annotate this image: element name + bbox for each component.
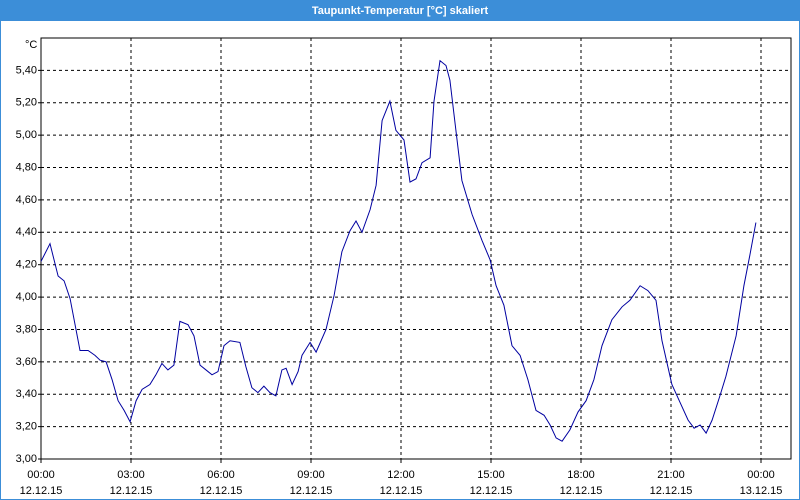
- y-tick-label: 5,00: [16, 129, 37, 141]
- y-tick-label: 4,80: [16, 161, 37, 173]
- y-tick-label: 4,40: [16, 226, 37, 238]
- x-tick-date: 12.12.15: [20, 485, 63, 497]
- x-tick-label: 12:00: [387, 469, 415, 481]
- x-tick-label: 15:00: [477, 469, 505, 481]
- y-tick-label: 3,20: [16, 421, 37, 433]
- y-tick-label: 3,00: [16, 453, 37, 465]
- x-tick-date: 13.12.15: [740, 485, 783, 497]
- x-tick-date: 12.12.15: [110, 485, 153, 497]
- y-tick-label: 4,60: [16, 194, 37, 206]
- y-unit: °C: [25, 39, 37, 51]
- title-bar: [0, 0, 800, 21]
- x-tick-label: 18:00: [567, 469, 595, 481]
- x-tick-label: 00:00: [27, 469, 55, 481]
- x-tick-label: 21:00: [657, 469, 685, 481]
- x-tick-label: 06:00: [207, 469, 235, 481]
- x-tick-date: 12.12.15: [650, 485, 693, 497]
- plot-frame: [40, 37, 792, 460]
- x-tick-label: 09:00: [297, 469, 325, 481]
- y-tick-label: 5,40: [16, 64, 37, 76]
- y-tick-label: 3,80: [16, 323, 37, 335]
- y-tick-label: 4,20: [16, 259, 37, 271]
- x-tick-date: 12.12.15: [200, 485, 243, 497]
- x-tick-label: 03:00: [117, 469, 145, 481]
- y-tick-label: 3,40: [16, 388, 37, 400]
- x-tick-label: 00:00: [747, 469, 775, 481]
- y-tick-label: 5,20: [16, 97, 37, 109]
- chart-title: Taupunkt-Temperatur [°C] skaliert: [312, 5, 489, 17]
- y-tick-label: 4,00: [16, 291, 37, 303]
- x-tick-date: 12.12.15: [290, 485, 333, 497]
- line: [40, 59, 757, 442]
- y-tick-label: 3,60: [16, 356, 37, 368]
- x-tick-date: 12.12.15: [560, 485, 603, 497]
- x-tick-date: 12.12.15: [470, 485, 513, 497]
- x-tick-date: 12.12.15: [380, 485, 423, 497]
